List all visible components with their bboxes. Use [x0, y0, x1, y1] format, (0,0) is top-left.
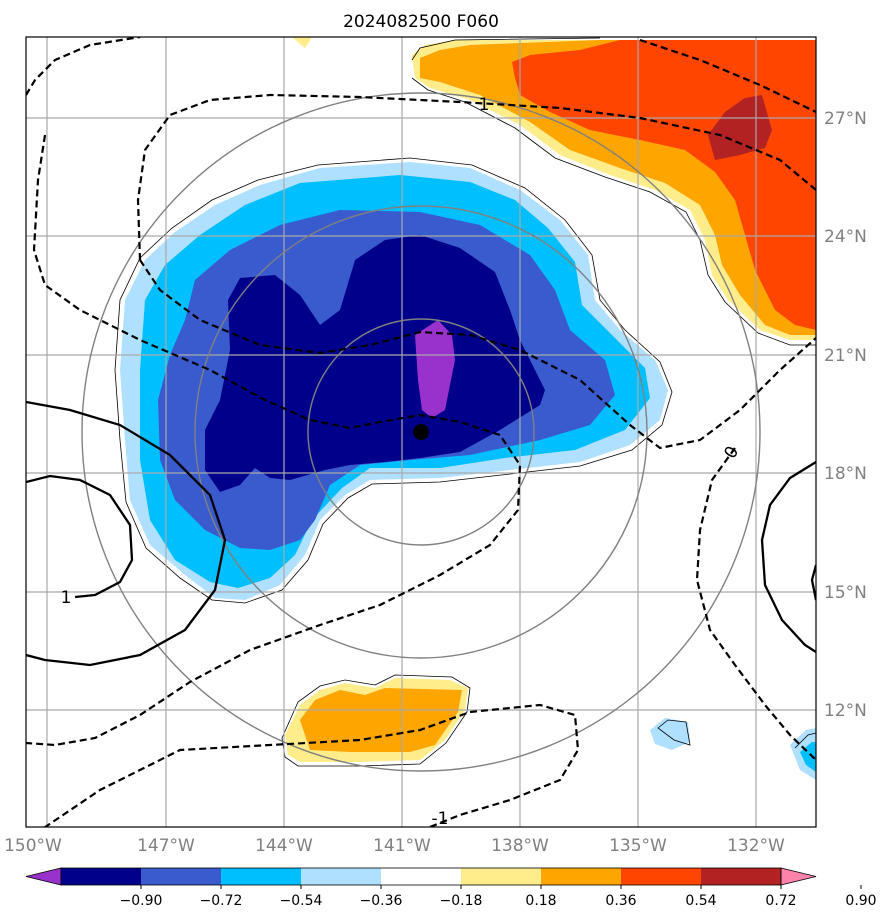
colorbar-outline	[60, 867, 782, 886]
colorbar-tick-label: −0.72	[200, 893, 243, 909]
thin-contour-negative	[114, 157, 673, 604]
colorbar-tick-label: −0.90	[120, 893, 163, 909]
dashed-contour-ne	[639, 38, 816, 113]
colorbar-extend-low	[25, 867, 62, 886]
plot-area: 1 0 1 -1	[26, 37, 816, 829]
colorbar-segment	[461, 868, 542, 885]
solid-contour-east	[760, 461, 816, 653]
colorbar-segment	[701, 868, 782, 885]
x-tick-label: 147°W	[137, 836, 195, 856]
dashed-contour-0	[43, 703, 580, 827]
colorbar-segment	[621, 868, 702, 885]
storm-center-marker	[413, 424, 429, 440]
thin-contour-small	[657, 719, 691, 746]
thin-contours	[114, 37, 816, 767]
x-tick-label: 132°W	[727, 836, 785, 856]
chart-title: 2024082500 F060	[343, 12, 499, 32]
colorbar-segment	[61, 868, 142, 885]
x-axis-ticks: 150°W 147°W 144°W 141°W 138°W 135°W 132°…	[4, 836, 785, 856]
colorbar-tick-label: −0.54	[280, 893, 323, 909]
colorbar-segment	[381, 868, 462, 885]
dashed-contours	[26, 37, 816, 827]
y-tick-label: 12°N	[824, 701, 867, 721]
range-ring-3	[81, 92, 761, 772]
colorbar-tick-label: −0.18	[440, 893, 483, 909]
y-tick-label: 15°N	[824, 583, 867, 603]
contour-label-west: 1	[61, 588, 72, 608]
contour-label-south: -1	[432, 809, 449, 829]
range-rings	[81, 92, 761, 772]
shade-negative-navy	[205, 235, 545, 492]
range-ring-1	[307, 318, 535, 546]
colorbar: −0.90 −0.72 −0.54 −0.36 −0.18 0.18 0.36 0.54 0.7…	[25, 867, 877, 909]
y-tick-label: 27°N	[824, 109, 867, 129]
x-tick-label: 135°W	[609, 836, 667, 856]
colorbar-tick-label: 0.72	[765, 893, 796, 909]
y-tick-label: 21°N	[824, 346, 867, 366]
thin-contour-positive-s	[281, 674, 471, 767]
y-tick-label: 18°N	[824, 464, 867, 484]
dashed-contour-east	[695, 447, 816, 761]
colorbar-tick-label: 0.90	[845, 893, 876, 909]
shaded-field	[120, 37, 816, 780]
x-tick-label: 141°W	[373, 836, 431, 856]
shade-positive-orange-s	[300, 688, 462, 752]
thin-contour-small-e	[794, 732, 816, 749]
dashed-contour-3	[139, 259, 816, 450]
thin-contour-positive-ne	[411, 37, 816, 346]
solid-contour-west-inner	[26, 474, 134, 599]
shade-negative-purple	[415, 320, 455, 418]
colorbar-tick-label: 0.36	[605, 893, 636, 909]
solid-contour-west-outer	[26, 400, 227, 667]
solid-contours	[26, 400, 816, 667]
colorbar-tick-label: 0.18	[525, 893, 556, 909]
range-ring-2	[194, 205, 648, 659]
y-axis-ticks: 27°N 24°N 21°N 18°N 15°N 12°N	[824, 109, 867, 721]
colorbar-tick-label: 0.54	[685, 893, 716, 909]
colorbar-segment	[221, 868, 302, 885]
dashed-contour-2	[136, 93, 816, 261]
map-frame	[25, 36, 817, 828]
colorbar-extend-high	[780, 867, 817, 886]
x-tick-label: 144°W	[255, 836, 313, 856]
dashed-contour-north	[26, 37, 141, 96]
colorbar-tick-label: −0.36	[360, 893, 403, 909]
colorbar-segment	[141, 868, 222, 885]
shade-yellow-top	[292, 37, 312, 48]
contour-label-ne: 1	[479, 95, 490, 115]
dashed-contour-1	[26, 134, 522, 747]
colorbar-segment	[541, 868, 622, 885]
gridlines	[26, 37, 816, 827]
y-tick-label: 24°N	[824, 227, 867, 247]
x-tick-label: 138°W	[491, 836, 549, 856]
x-tick-label: 150°W	[4, 836, 62, 856]
colorbar-segment	[301, 868, 382, 885]
solid-contour-east-inner	[810, 564, 816, 601]
